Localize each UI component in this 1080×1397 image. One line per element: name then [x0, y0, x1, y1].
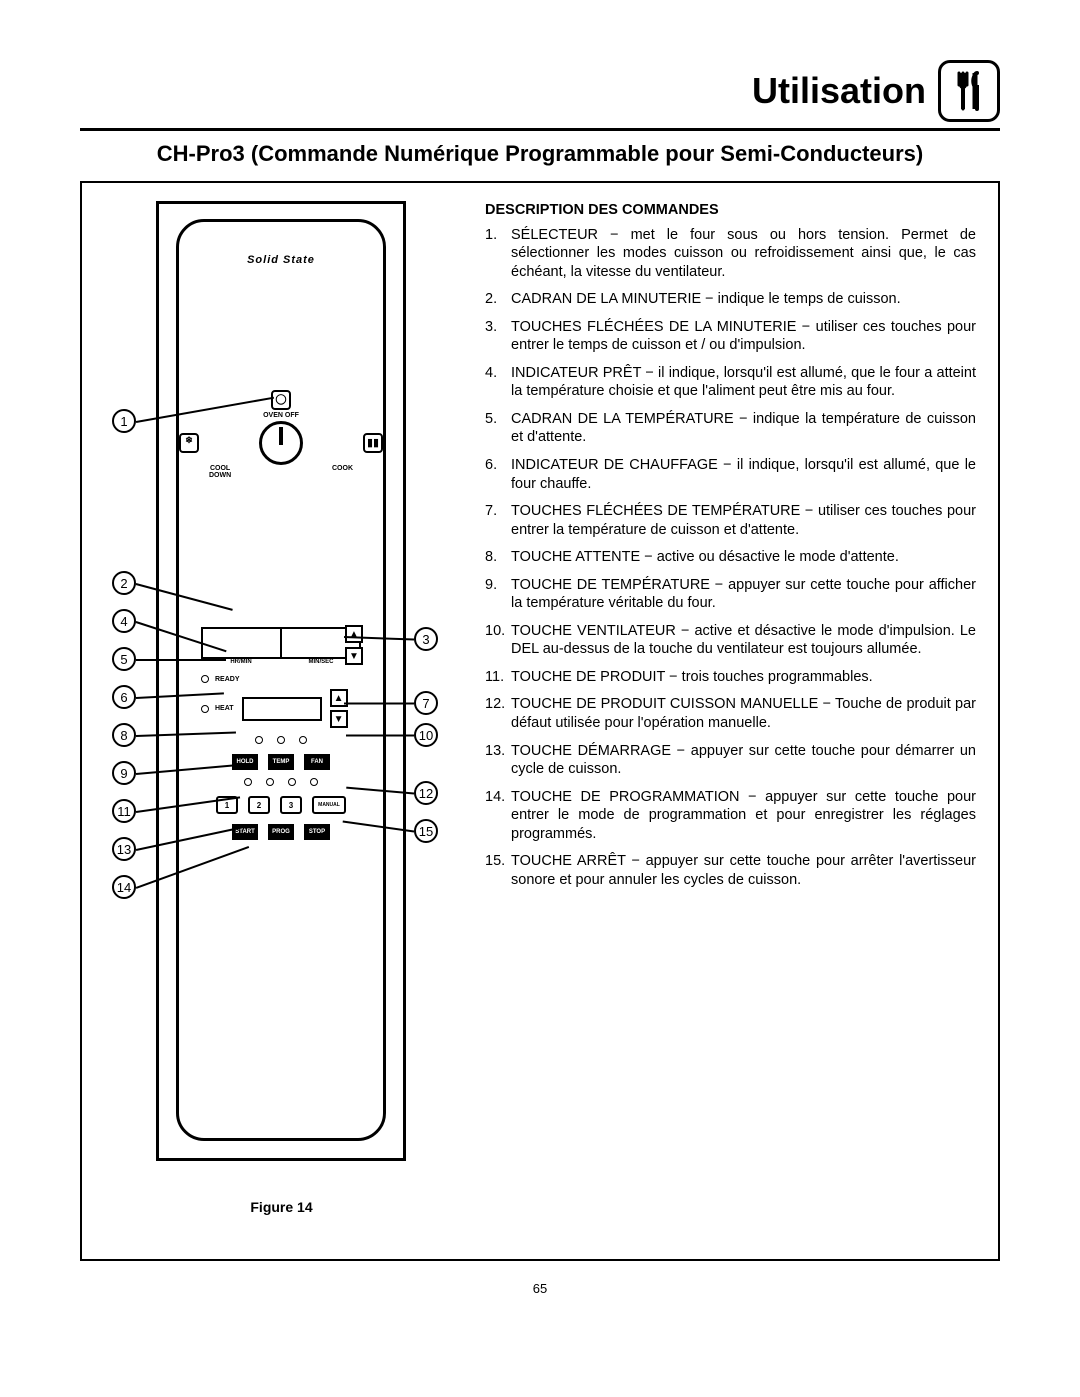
ready-label: READY [215, 676, 240, 683]
stop-button[interactable]: STOP [304, 824, 330, 840]
description-column: DESCRIPTION DES COMMANDES SÉLECTEUR − me… [485, 201, 976, 1245]
timer-up-button[interactable]: ▲ [345, 625, 363, 643]
page-subtitle: CH-Pro3 (Commande Numérique Programmable… [80, 141, 1000, 167]
description-item: TOUCHE VENTILATEUR − active et désactive… [485, 622, 976, 659]
description-item: INDICATEUR DE CHAUFFAGE − il indique, lo… [485, 456, 976, 493]
description-item: TOUCHE DE TEMPÉRATURE − appuyer sur cett… [485, 576, 976, 613]
description-item: TOUCHE DE PRODUIT − trois touches progra… [485, 668, 976, 687]
callout-3: 3 [414, 627, 438, 651]
product-led-row [201, 778, 361, 786]
diagram-column: Solid State ◯ OVEN OFF ❄ ▮▮ COOLDOWN COO… [104, 201, 459, 1245]
figure-label: Figure 14 [250, 1199, 312, 1215]
leader-line [344, 703, 414, 705]
description-heading: DESCRIPTION DES COMMANDES [485, 201, 976, 220]
brand-label: Solid State [179, 254, 383, 266]
callout-4: 4 [112, 609, 136, 633]
page-number: 65 [80, 1281, 1000, 1296]
ready-indicator-row: READY [201, 675, 361, 683]
panel-inner-frame: Solid State ◯ OVEN OFF ❄ ▮▮ COOLDOWN COO… [176, 219, 386, 1141]
callout-11: 11 [112, 799, 136, 823]
hold-button[interactable]: HOLD [232, 754, 258, 770]
selector-dial-group: ◯ OVEN OFF ❄ ▮▮ COOLDOWN COOK [179, 390, 383, 479]
callout-12: 12 [414, 781, 438, 805]
cool-down-icon: ❄ [179, 433, 199, 453]
callout-1: 1 [112, 409, 136, 433]
callout-7: 7 [414, 691, 438, 715]
callout-9: 9 [112, 761, 136, 785]
dial-left-label: COOLDOWN [209, 465, 231, 479]
content-frame: Solid State ◯ OVEN OFF ❄ ▮▮ COOLDOWN COO… [80, 181, 1000, 1261]
callout-2: 2 [112, 571, 136, 595]
utensils-icon [938, 60, 1000, 122]
description-item: TOUCHE DE PROGRAMMATION − appuyer sur ce… [485, 788, 976, 844]
callout-6: 6 [112, 685, 136, 709]
leader-line [136, 659, 226, 661]
description-item: TOUCHES FLÉCHÉES DE TEMPÉRATURE − utilis… [485, 502, 976, 539]
manual-button[interactable]: MANUAL [312, 796, 346, 814]
description-item: CADRAN DE LA MINUTERIE − indique le temp… [485, 290, 976, 309]
page-header: Utilisation [80, 60, 1000, 131]
mode-button-row: HOLD TEMP FAN [201, 754, 361, 770]
leader-line [346, 735, 414, 737]
description-item: SÉLECTEUR − met le four sous ou hors ten… [485, 226, 976, 282]
selector-dial[interactable] [259, 421, 303, 465]
callout-10: 10 [414, 723, 438, 747]
prog-button[interactable]: PROG [268, 824, 294, 840]
fan-button[interactable]: FAN [304, 754, 330, 770]
description-item: TOUCHE ATTENTE − active ou désactive le … [485, 548, 976, 567]
heat-led [201, 705, 209, 713]
temp-button[interactable]: TEMP [268, 754, 294, 770]
product-2-button[interactable]: 2 [248, 796, 270, 814]
timer-display [201, 627, 361, 659]
description-item: TOUCHE DE PRODUIT CUISSON MANUELLE − Tou… [485, 695, 976, 732]
dial-right-label: COOK [332, 465, 353, 479]
description-item: TOUCHE ARRÊT − appuyer sur cette touche … [485, 852, 976, 889]
callout-15: 15 [414, 819, 438, 843]
mode-led-row [201, 736, 361, 744]
callout-14: 14 [112, 875, 136, 899]
description-list: SÉLECTEUR − met le four sous ou hors ten… [485, 226, 976, 890]
dial-top-label: OVEN OFF [179, 412, 383, 419]
description-item: TOUCHE DÉMARRAGE − appuyer sur cette tou… [485, 742, 976, 779]
heat-label: HEAT [215, 705, 234, 712]
product-3-button[interactable]: 3 [280, 796, 302, 814]
callout-8: 8 [112, 723, 136, 747]
control-panel-diagram: Solid State ◯ OVEN OFF ❄ ▮▮ COOLDOWN COO… [104, 201, 459, 1191]
ready-led [201, 675, 209, 683]
callout-5: 5 [112, 647, 136, 671]
header-title: Utilisation [752, 70, 926, 112]
temp-down-button[interactable]: ▼ [330, 710, 348, 728]
timer-down-button[interactable]: ▼ [345, 647, 363, 665]
start-button[interactable]: START [232, 824, 258, 840]
description-item: INDICATEUR PRÊT − il indique, lorsqu'il … [485, 364, 976, 401]
cook-icon: ▮▮ [363, 433, 383, 453]
temperature-display [242, 697, 322, 721]
description-item: CADRAN DE LA TEMPÉRATURE − indique la te… [485, 410, 976, 447]
oven-off-icon: ◯ [271, 390, 291, 410]
callout-13: 13 [112, 837, 136, 861]
control-button-row: START PROG STOP [201, 824, 361, 840]
description-item: TOUCHES FLÉCHÉES DE LA MINUTERIE − utili… [485, 318, 976, 355]
